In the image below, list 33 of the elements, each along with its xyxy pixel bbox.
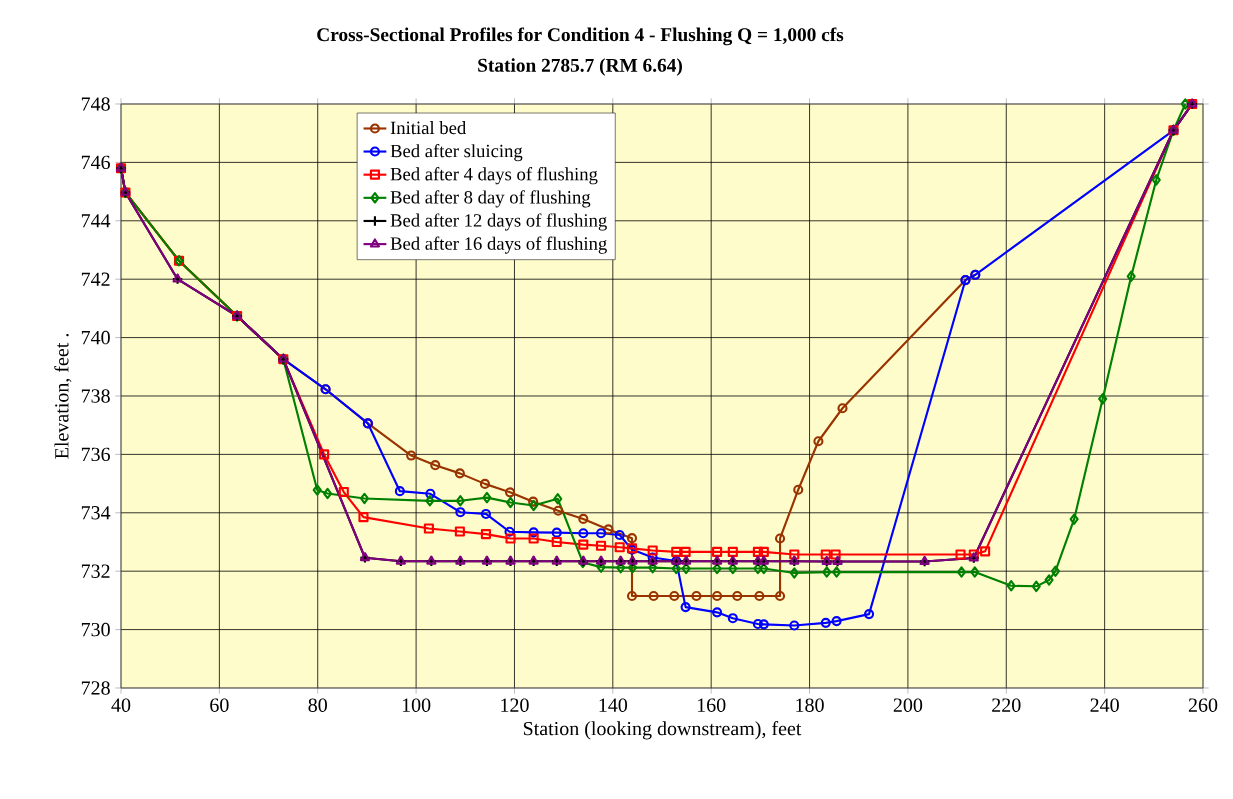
y-tick-label: 732 [81,564,110,578]
legend-label: Bed after 16 days of flushing [390,236,607,254]
x-axis-title: Station (looking downstream), feet [523,721,802,740]
y-tick-label: 736 [81,447,111,462]
x-tick-label: 200 [893,698,923,712]
x-tick-label: 260 [1188,698,1218,712]
y-tick-label: 746 [81,155,111,170]
legend-label: Bed after 4 days of flushing [390,167,598,185]
legend-label: Initial bed [390,121,467,135]
x-tick-label: 160 [697,698,726,712]
y-tick-label: 748 [81,97,110,111]
y-tick-label: 728 [81,681,110,695]
y-tick-label: 730 [81,622,110,637]
x-tick-label: 220 [992,698,1021,712]
y-tick-label: 740 [81,330,110,345]
y-tick-label: 742 [81,272,110,286]
x-tick-label: 60 [210,698,229,712]
x-tick-label: 240 [1090,698,1119,712]
x-tick-label: 100 [402,698,431,712]
chart-subtitle: Station 2785.7 (RM 6.64) [478,58,682,76]
legend-label: Bed after sluicing [390,143,523,162]
y-tick-label: 738 [81,389,110,403]
legend-label: Bed after 12 days of flushing [390,213,607,231]
x-tick-label: 180 [796,698,824,712]
y-tick-label: 744 [81,214,111,228]
y-tick-label: 734 [81,506,111,520]
legend-label: Bed after 8 day of flushing [390,190,591,208]
x-tick-label: 80 [308,698,327,712]
x-tick-label: 40 [111,698,131,712]
x-tick-label: 140 [599,698,628,712]
y-axis-title: Elevation, feet . [54,333,72,459]
chart-title: Cross-Sectional Profiles for Condition 4 - Flushing Q = 1,000 cfs [317,27,844,46]
x-tick-label: 120 [501,698,529,712]
